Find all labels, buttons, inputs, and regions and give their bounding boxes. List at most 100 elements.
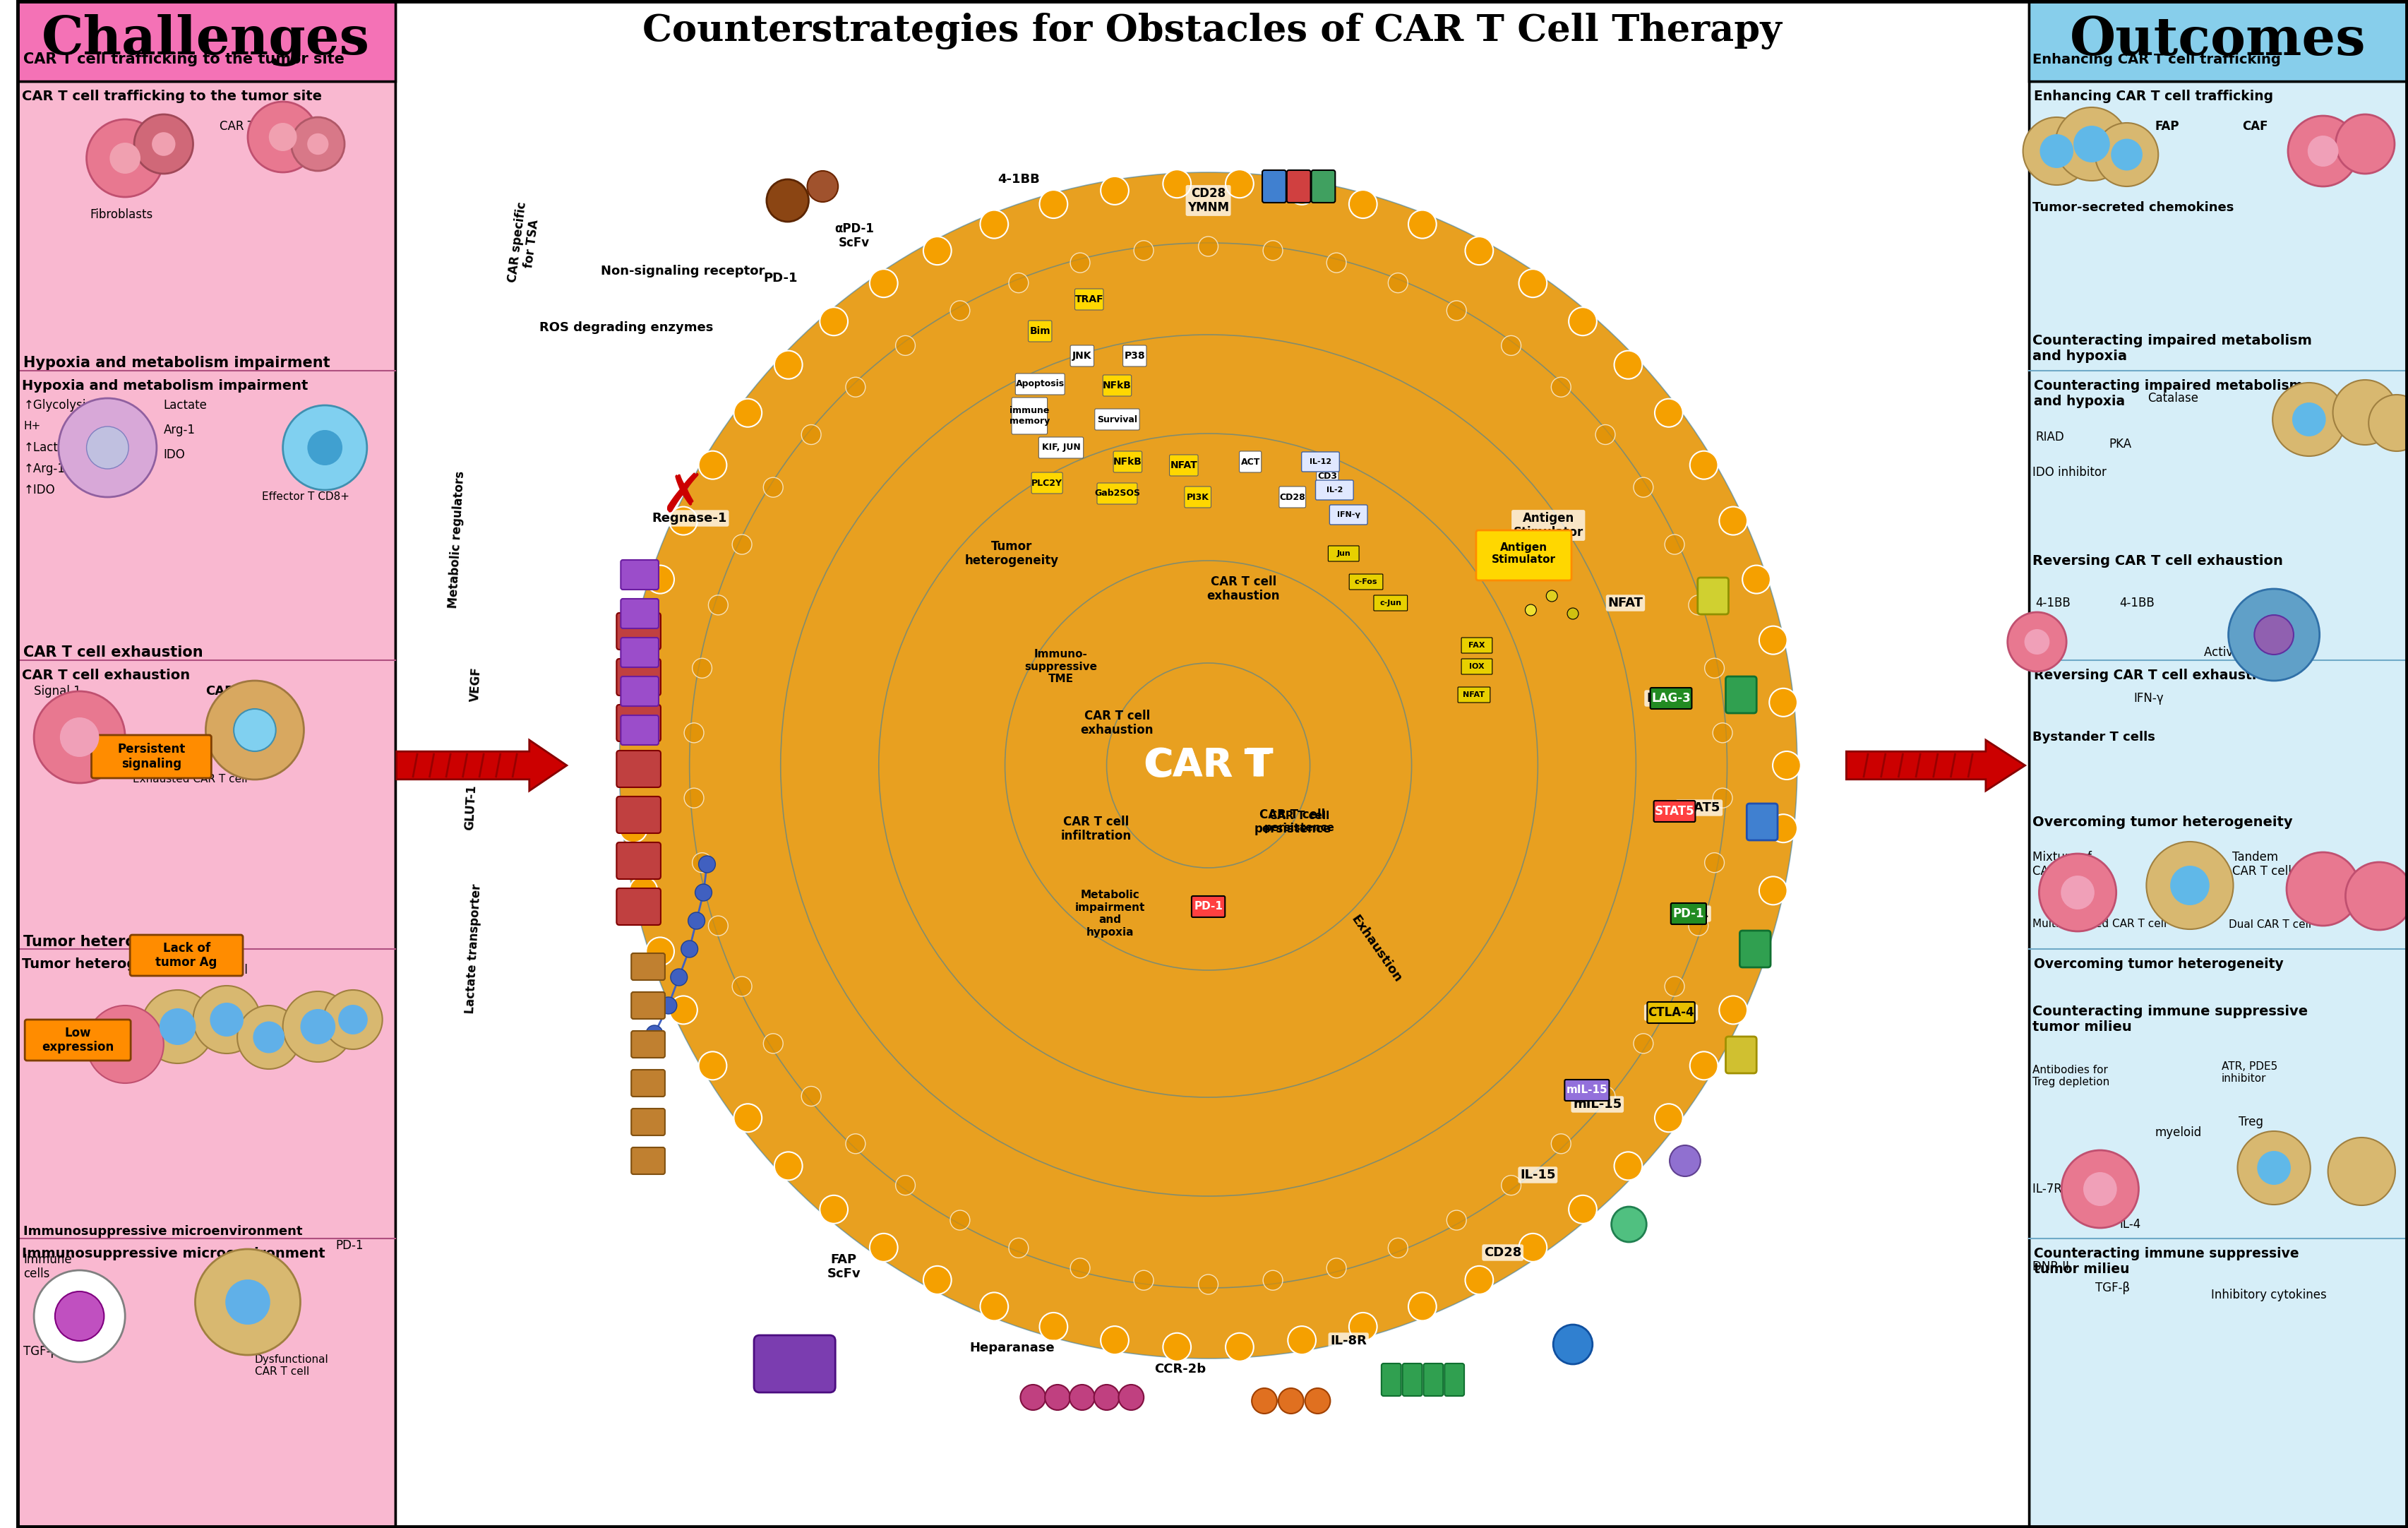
FancyBboxPatch shape	[1462, 637, 1493, 652]
Text: PD-1: PD-1	[335, 1239, 364, 1251]
Text: NFAT: NFAT	[1609, 596, 1642, 610]
FancyBboxPatch shape	[1654, 801, 1695, 822]
Text: ROS degrading enzymes: ROS degrading enzymes	[539, 321, 713, 335]
Text: PKA: PKA	[2109, 439, 2131, 451]
Circle shape	[226, 1279, 270, 1325]
Circle shape	[2333, 380, 2398, 445]
Circle shape	[1288, 1326, 1315, 1354]
Circle shape	[1040, 1313, 1067, 1342]
Circle shape	[87, 426, 128, 469]
Circle shape	[1387, 1238, 1409, 1258]
FancyBboxPatch shape	[1315, 480, 1353, 500]
Circle shape	[2254, 614, 2292, 654]
FancyBboxPatch shape	[1074, 289, 1103, 310]
Circle shape	[1719, 996, 1748, 1024]
FancyBboxPatch shape	[1122, 345, 1146, 367]
Text: LAG-3: LAG-3	[1647, 692, 1688, 704]
FancyBboxPatch shape	[1373, 596, 1406, 611]
Text: CAF: CAF	[2242, 121, 2268, 133]
Circle shape	[1690, 1051, 1717, 1080]
Circle shape	[1069, 252, 1091, 272]
Circle shape	[698, 451, 727, 480]
Text: Catalase: Catalase	[2148, 391, 2199, 405]
Circle shape	[1226, 1332, 1255, 1361]
Text: Exhausted CAR T cell: Exhausted CAR T cell	[132, 775, 248, 785]
Circle shape	[1568, 608, 1580, 619]
Text: Fibroblasts: Fibroblasts	[89, 208, 154, 222]
Circle shape	[660, 996, 677, 1015]
FancyBboxPatch shape	[1031, 472, 1062, 494]
Text: mIL-15: mIL-15	[1565, 1085, 1609, 1096]
Text: CD28
YMNM: CD28 YMNM	[1187, 186, 1228, 214]
Circle shape	[1705, 853, 1724, 872]
Text: myeloid: myeloid	[2155, 1126, 2201, 1138]
Circle shape	[1021, 1384, 1045, 1410]
Circle shape	[1108, 663, 1310, 868]
Circle shape	[2288, 853, 2360, 926]
FancyBboxPatch shape	[1746, 804, 1777, 840]
FancyArrow shape	[397, 740, 566, 792]
Text: Immunosuppressive microenvironment: Immunosuppressive microenvironment	[24, 1225, 303, 1238]
FancyBboxPatch shape	[621, 599, 660, 628]
Circle shape	[1770, 688, 1796, 717]
Circle shape	[111, 142, 140, 174]
Circle shape	[1009, 1238, 1028, 1258]
Text: Immune
cells: Immune cells	[24, 1253, 72, 1280]
Text: ↑Lactate: ↑Lactate	[24, 442, 77, 454]
Circle shape	[645, 565, 674, 593]
FancyBboxPatch shape	[1401, 1363, 1423, 1397]
FancyBboxPatch shape	[2028, 0, 2408, 81]
Circle shape	[1613, 1152, 1642, 1180]
Text: DC: DC	[2261, 596, 2278, 610]
Text: NFAT: NFAT	[1170, 460, 1197, 471]
Circle shape	[270, 122, 296, 151]
Circle shape	[2023, 118, 2090, 185]
Text: NFkB: NFkB	[1103, 380, 1132, 391]
FancyBboxPatch shape	[1286, 170, 1310, 203]
Text: Arg-1: Arg-1	[164, 423, 195, 437]
Circle shape	[689, 243, 1727, 1288]
Circle shape	[802, 1086, 821, 1106]
Text: PI3K: PI3K	[1187, 492, 1209, 501]
Text: Inhibitory cytokines: Inhibitory cytokines	[2211, 1288, 2326, 1302]
Text: IOX: IOX	[1469, 663, 1483, 671]
Circle shape	[1409, 211, 1438, 238]
Text: IL-8R: IL-8R	[1329, 1334, 1368, 1348]
Text: P38: P38	[1125, 351, 1146, 361]
Circle shape	[1688, 594, 1707, 614]
Circle shape	[195, 1248, 301, 1355]
Circle shape	[681, 941, 698, 958]
Text: CD28: CD28	[1279, 492, 1305, 501]
Text: CD28: CD28	[1483, 1247, 1522, 1259]
Text: Hypoxia: Hypoxia	[2280, 431, 2329, 443]
Circle shape	[896, 1175, 915, 1195]
FancyBboxPatch shape	[1098, 483, 1137, 504]
Circle shape	[282, 992, 354, 1062]
FancyBboxPatch shape	[1671, 903, 1707, 924]
FancyBboxPatch shape	[631, 953, 665, 979]
Circle shape	[980, 1293, 1009, 1320]
Circle shape	[1669, 1146, 1700, 1177]
FancyBboxPatch shape	[1382, 1363, 1401, 1397]
Text: Bim: Bim	[1031, 325, 1050, 336]
Text: TGF-β: TGF-β	[2095, 1282, 2129, 1294]
Circle shape	[922, 237, 951, 264]
FancyBboxPatch shape	[1279, 486, 1305, 507]
Text: mIL-15: mIL-15	[1572, 1099, 1623, 1111]
Circle shape	[1712, 723, 1731, 743]
FancyBboxPatch shape	[1016, 373, 1064, 394]
Circle shape	[1553, 1325, 1592, 1365]
Circle shape	[951, 301, 970, 321]
Circle shape	[159, 1008, 195, 1045]
Circle shape	[2054, 107, 2129, 180]
Circle shape	[2329, 1137, 2396, 1206]
Text: Immunosuppressive microenvironment: Immunosuppressive microenvironment	[22, 1247, 325, 1261]
Circle shape	[1551, 1134, 1570, 1154]
Text: CD3: CD3	[1317, 471, 1336, 480]
Text: RIAD: RIAD	[2035, 431, 2064, 443]
Text: Apoptosis: Apoptosis	[1016, 379, 1064, 388]
Circle shape	[1690, 451, 1717, 480]
Text: VEGF: VEGF	[470, 666, 484, 701]
Circle shape	[1100, 176, 1129, 205]
Text: STAT5: STAT5	[1678, 801, 1722, 814]
